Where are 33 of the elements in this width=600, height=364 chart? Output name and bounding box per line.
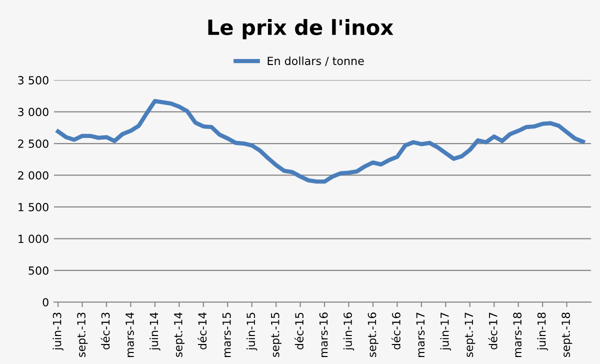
x-tick-label: mars-17 bbox=[416, 312, 425, 357]
x-tick-label: sept.-14 bbox=[174, 312, 185, 357]
x-tick-label: mars-14 bbox=[126, 312, 134, 357]
y-tick-label: 0 bbox=[42, 298, 48, 306]
x-tick-label: déc-17 bbox=[488, 312, 498, 350]
y-tick-label: 500 bbox=[28, 266, 48, 275]
x-tick-label: sept.-17 bbox=[464, 312, 476, 357]
chart-title: Le prix de l'inox bbox=[208, 19, 394, 40]
x-tick-label: juin-13 bbox=[52, 312, 64, 350]
x-tick-label: mars-18 bbox=[513, 312, 522, 357]
x-tick-label: juin-15 bbox=[246, 312, 258, 350]
x-tick-label: juin-14 bbox=[150, 312, 160, 350]
x-tick-label: déc-13 bbox=[100, 312, 110, 350]
y-tick-label: 3 500 bbox=[18, 76, 48, 84]
x-tick-label: sept.-15 bbox=[271, 312, 282, 357]
x-tick-label: sept.-16 bbox=[368, 312, 378, 357]
legend-label: En dollars / tonne bbox=[268, 56, 364, 66]
x-tick-label: juin-16 bbox=[343, 312, 354, 350]
x-tick-label: mars-16 bbox=[319, 312, 328, 357]
x-tick-label: juin-18 bbox=[537, 312, 548, 350]
x-tick-label: mars-15 bbox=[222, 312, 231, 357]
y-tick-label: 2 500 bbox=[18, 139, 48, 148]
x-tick-label: déc-14 bbox=[198, 312, 207, 350]
line-series bbox=[56, 98, 586, 184]
y-tick-label: 2 000 bbox=[18, 171, 48, 180]
x-tick-label: sept.-18 bbox=[562, 312, 572, 357]
x-tick-label: déc-15 bbox=[294, 312, 304, 350]
x-tick-label: juin-17 bbox=[440, 312, 452, 350]
y-tick-label: 1 000 bbox=[18, 234, 48, 244]
x-tick-label: sept.-13 bbox=[77, 312, 88, 357]
y-tick-label: 3 000 bbox=[18, 108, 48, 116]
y-tick-label: 1 500 bbox=[18, 202, 48, 212]
x-tick-label: déc-16 bbox=[391, 312, 400, 350]
